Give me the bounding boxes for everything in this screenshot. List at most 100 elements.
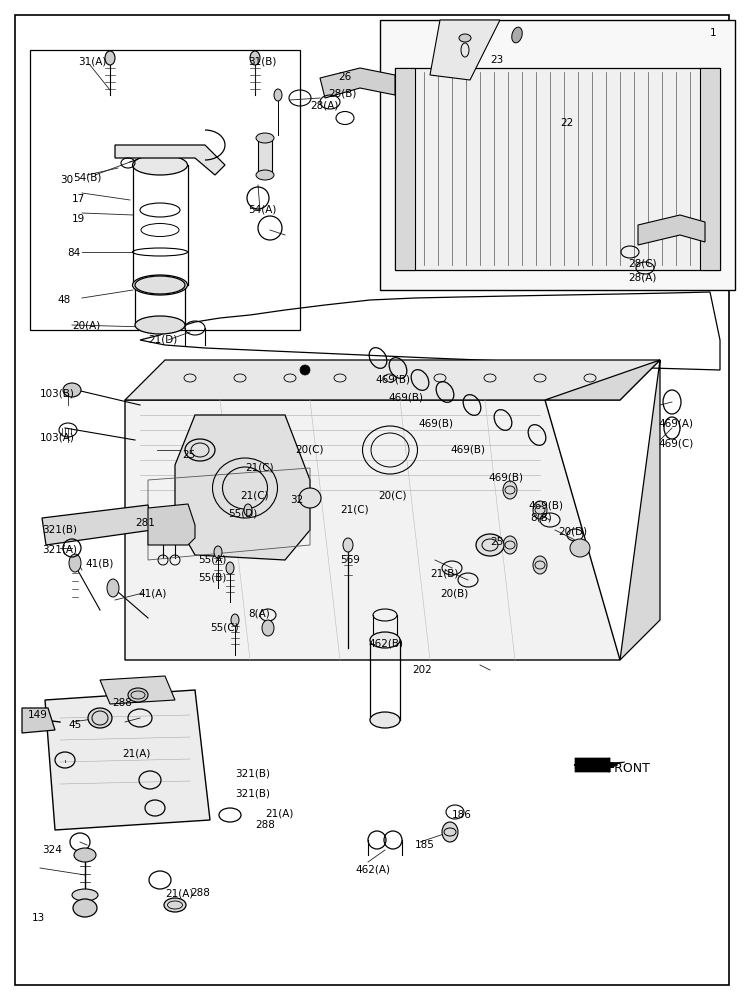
Ellipse shape — [214, 546, 222, 558]
Ellipse shape — [512, 27, 522, 43]
Ellipse shape — [299, 488, 321, 508]
Text: 281: 281 — [135, 518, 155, 528]
Text: 469(B): 469(B) — [450, 445, 485, 455]
Text: 288: 288 — [255, 820, 275, 830]
Ellipse shape — [128, 688, 148, 702]
Polygon shape — [258, 138, 272, 175]
Text: 321(B): 321(B) — [235, 768, 270, 778]
Polygon shape — [545, 360, 660, 660]
Circle shape — [300, 365, 310, 375]
Text: 149: 149 — [28, 710, 48, 720]
Text: 55(A): 55(A) — [198, 555, 226, 565]
Text: 469(C): 469(C) — [658, 438, 693, 448]
Text: 21(A): 21(A) — [165, 888, 193, 898]
Text: 20(B): 20(B) — [440, 588, 468, 598]
Text: 469(A): 469(A) — [658, 418, 693, 428]
Ellipse shape — [231, 614, 239, 626]
Ellipse shape — [88, 708, 112, 728]
Text: 28(C): 28(C) — [628, 258, 657, 268]
Ellipse shape — [442, 822, 458, 842]
Ellipse shape — [256, 170, 274, 180]
Text: 54(B): 54(B) — [73, 173, 101, 183]
Ellipse shape — [533, 556, 547, 574]
Polygon shape — [125, 400, 620, 660]
Text: 17: 17 — [72, 194, 86, 204]
Ellipse shape — [262, 620, 274, 636]
Polygon shape — [115, 145, 225, 175]
Ellipse shape — [370, 712, 400, 728]
Ellipse shape — [135, 276, 185, 294]
Text: 54(A): 54(A) — [248, 205, 276, 215]
Text: 21(A): 21(A) — [122, 748, 150, 758]
Text: 25: 25 — [490, 537, 503, 547]
Ellipse shape — [63, 383, 81, 397]
Text: 462(B): 462(B) — [368, 638, 403, 648]
Text: 462(A): 462(A) — [355, 865, 390, 875]
Text: 84: 84 — [67, 248, 80, 258]
Text: 21(C): 21(C) — [340, 505, 368, 515]
Text: 103(A): 103(A) — [40, 432, 75, 442]
Ellipse shape — [256, 133, 274, 143]
Polygon shape — [700, 68, 720, 270]
Text: 288: 288 — [190, 888, 210, 898]
Text: 8(A): 8(A) — [248, 608, 270, 618]
Ellipse shape — [503, 481, 517, 499]
Text: 13: 13 — [32, 913, 45, 923]
Ellipse shape — [503, 536, 517, 554]
Text: 21(A): 21(A) — [265, 808, 293, 818]
Text: 202: 202 — [412, 665, 432, 675]
Ellipse shape — [69, 554, 81, 572]
Polygon shape — [22, 708, 55, 733]
Ellipse shape — [105, 51, 115, 65]
Text: 31(B): 31(B) — [248, 57, 276, 67]
Text: 469(B): 469(B) — [375, 375, 410, 385]
Text: 20(D): 20(D) — [558, 527, 587, 537]
Text: 55(D): 55(D) — [228, 508, 257, 518]
Polygon shape — [395, 68, 415, 270]
Text: 41(B): 41(B) — [85, 558, 113, 568]
Text: 324: 324 — [42, 845, 62, 855]
Text: 20(A): 20(A) — [72, 320, 100, 330]
Polygon shape — [430, 20, 500, 80]
Text: 8(B): 8(B) — [530, 512, 552, 522]
Ellipse shape — [250, 51, 260, 65]
Ellipse shape — [244, 504, 252, 516]
Text: 469(B): 469(B) — [528, 500, 563, 510]
Polygon shape — [575, 758, 625, 772]
Text: 26: 26 — [338, 72, 351, 82]
Text: 41(A): 41(A) — [138, 588, 167, 598]
Text: 48: 48 — [57, 295, 70, 305]
Ellipse shape — [185, 439, 215, 461]
Ellipse shape — [74, 848, 96, 862]
Text: 23: 23 — [490, 55, 503, 65]
Text: 21(B): 21(B) — [430, 568, 458, 578]
Text: 469(B): 469(B) — [488, 472, 523, 482]
Ellipse shape — [533, 501, 547, 519]
Text: 28(B): 28(B) — [328, 88, 356, 98]
Text: 45: 45 — [68, 720, 81, 730]
Polygon shape — [320, 68, 395, 98]
Text: 55(B): 55(B) — [198, 572, 226, 582]
Text: 569: 569 — [340, 555, 360, 565]
Text: FRONT: FRONT — [608, 762, 651, 775]
Text: 55(C): 55(C) — [210, 622, 239, 632]
Text: 321(B): 321(B) — [235, 788, 270, 798]
Ellipse shape — [226, 562, 234, 574]
Text: 21(D): 21(D) — [148, 335, 177, 345]
Text: 185: 185 — [415, 840, 435, 850]
Ellipse shape — [135, 316, 185, 334]
Text: 20(C): 20(C) — [295, 445, 324, 455]
Text: 32: 32 — [290, 495, 304, 505]
Text: 22: 22 — [560, 118, 573, 128]
Ellipse shape — [73, 899, 97, 917]
Text: 31(A): 31(A) — [78, 57, 106, 67]
Ellipse shape — [274, 89, 282, 101]
Text: 469(B): 469(B) — [418, 418, 453, 428]
Ellipse shape — [343, 538, 353, 552]
Text: 321(A): 321(A) — [42, 545, 77, 555]
Ellipse shape — [370, 632, 400, 648]
Text: 103(B): 103(B) — [40, 388, 75, 398]
Polygon shape — [395, 68, 720, 270]
Polygon shape — [125, 360, 660, 400]
Text: 30: 30 — [60, 175, 73, 185]
